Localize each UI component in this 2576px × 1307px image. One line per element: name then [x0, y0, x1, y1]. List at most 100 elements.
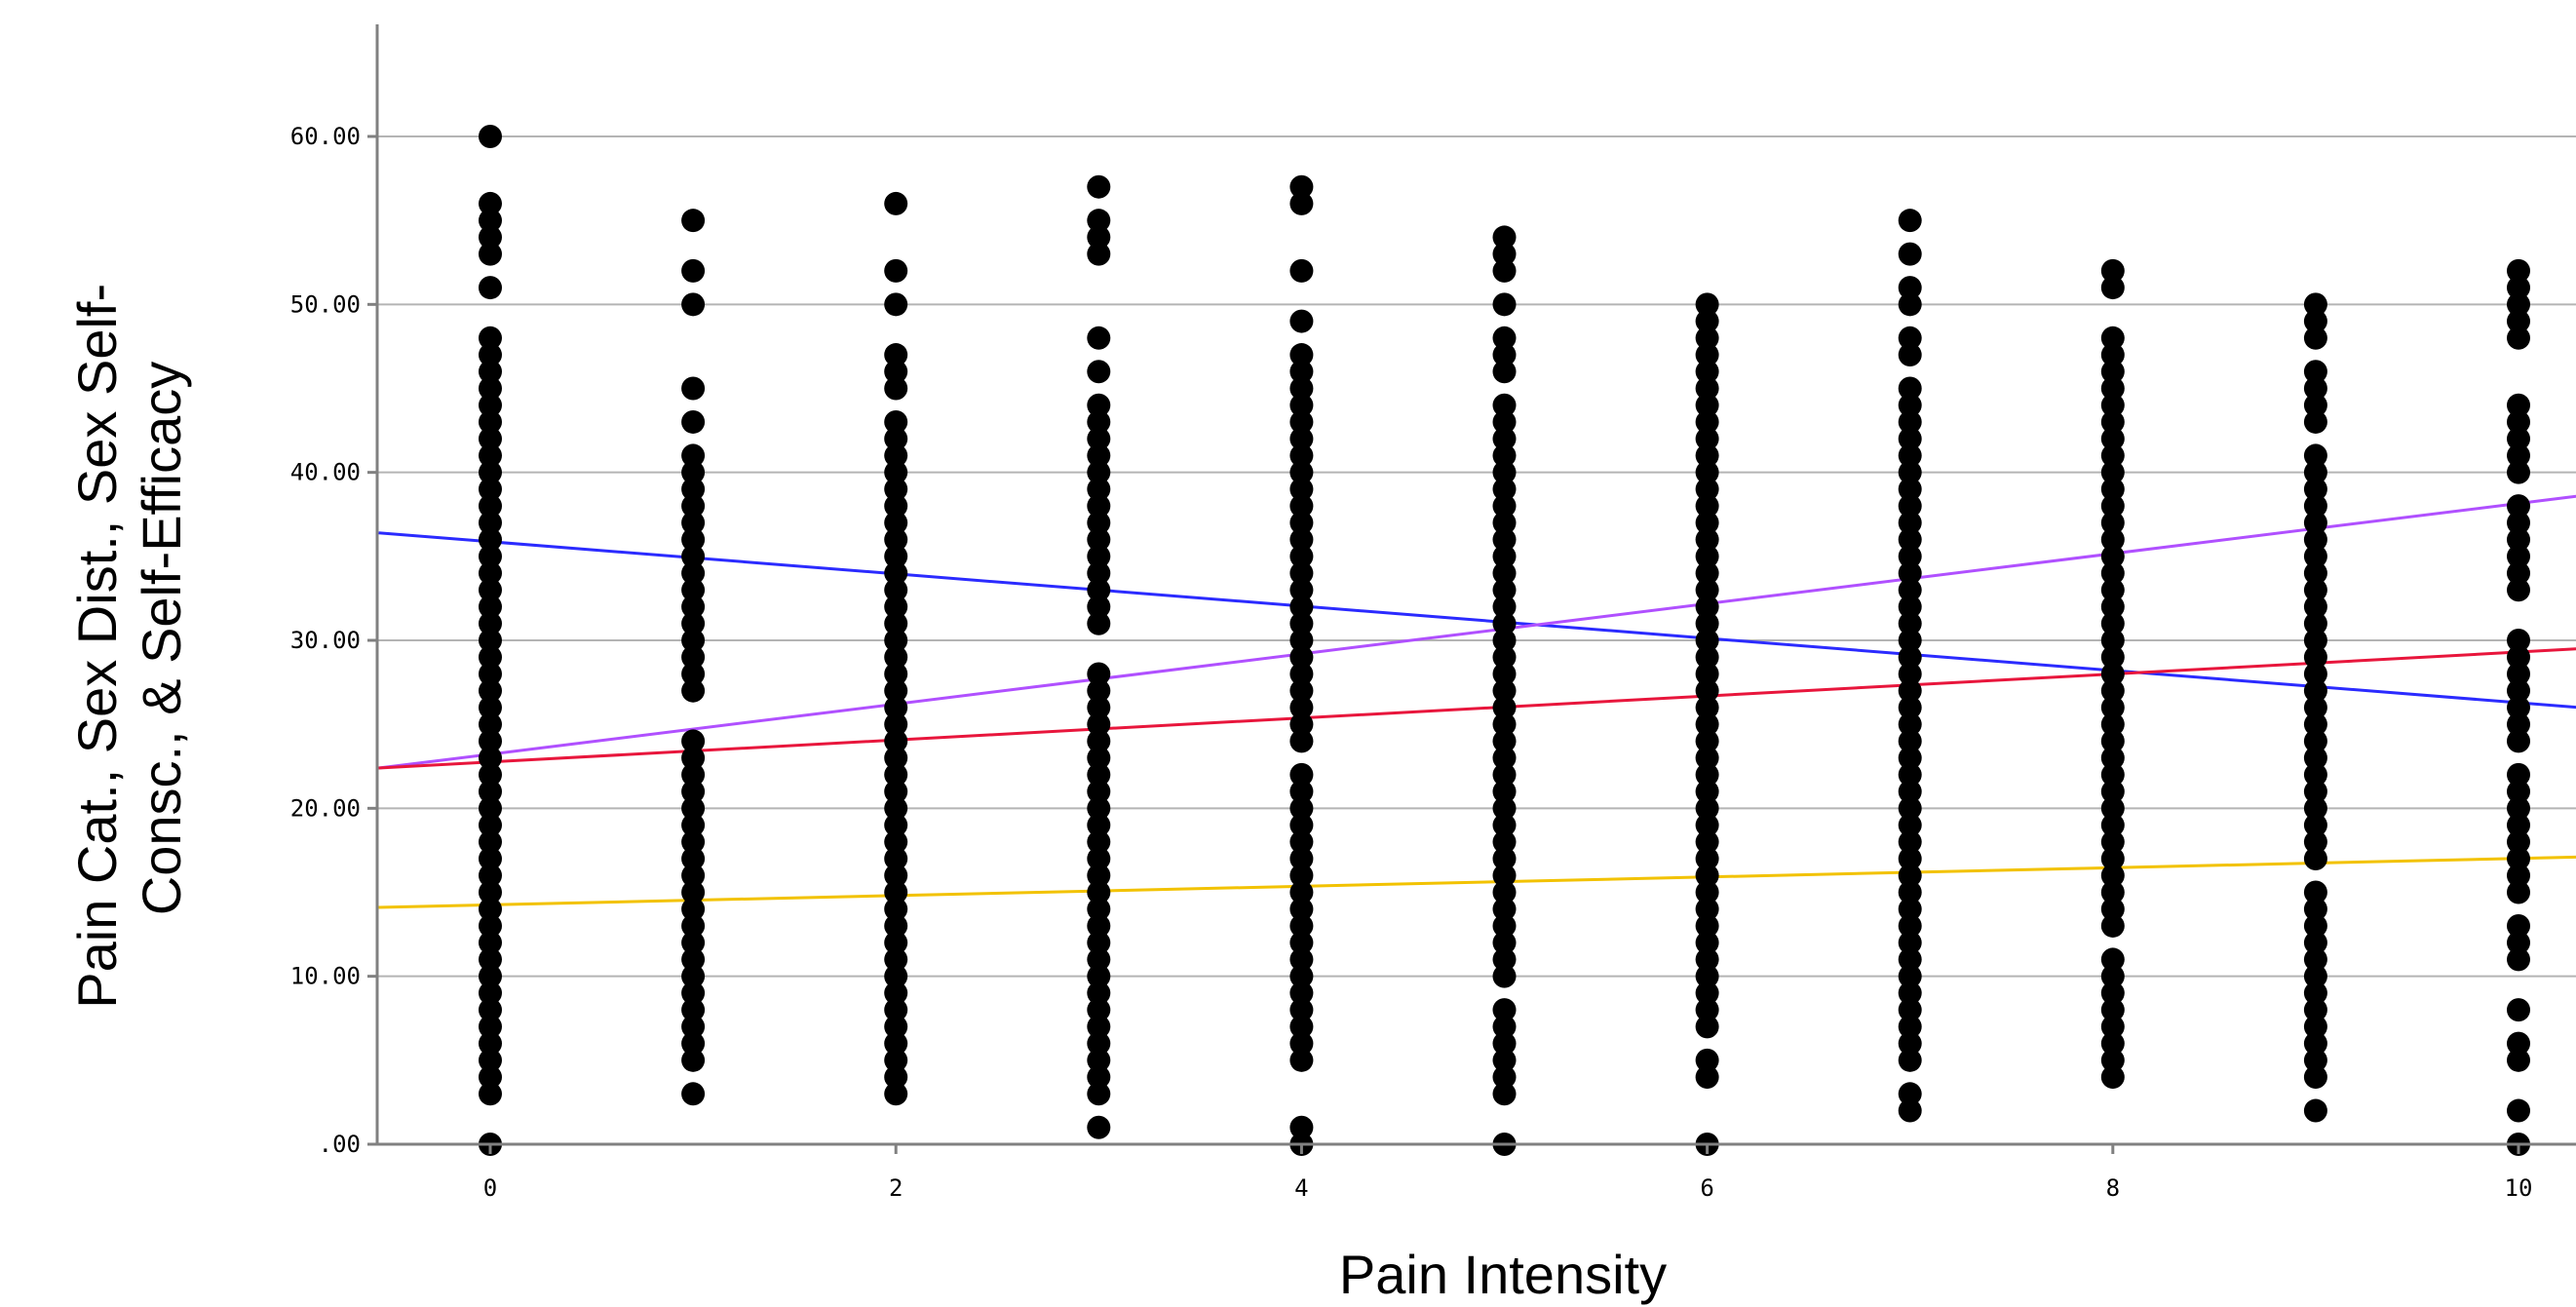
data-point: [1695, 645, 1719, 670]
data-point: [1289, 897, 1314, 921]
data-point: [681, 880, 706, 904]
data-point: [2507, 309, 2530, 333]
y-tick-label-3: 30.00: [290, 627, 361, 654]
data-point: [884, 611, 908, 635]
data-point: [681, 629, 706, 652]
data-point: [1898, 1082, 1922, 1106]
data-point: [2100, 712, 2125, 737]
data-point: [1695, 1065, 1719, 1090]
data-point: [681, 847, 706, 871]
data-point: [2507, 695, 2530, 719]
data-point: [2507, 813, 2530, 837]
data-point: [2507, 393, 2530, 417]
data-point: [1087, 880, 1111, 904]
data-point: [2100, 376, 2125, 401]
data-point: [1087, 544, 1111, 568]
data-point: [479, 1015, 502, 1039]
data-point: [1898, 460, 1922, 484]
data-point: [1898, 998, 1922, 1022]
data-point: [2100, 678, 2125, 703]
data-points: [479, 125, 2530, 1156]
data-point: [2100, 980, 2125, 1005]
data-point: [2303, 595, 2327, 619]
data-point: [2303, 796, 2327, 821]
data-point: [1695, 578, 1719, 602]
data-point: [2303, 376, 2327, 401]
data-point: [1898, 544, 1922, 568]
data-point: [2100, 695, 2125, 719]
data-point: [1087, 998, 1111, 1022]
data-point: [1087, 980, 1111, 1005]
data-point: [1695, 746, 1719, 770]
data-point: [2303, 762, 2327, 787]
data-point: [479, 393, 502, 417]
data-point: [479, 712, 502, 737]
data-point: [2100, 796, 2125, 821]
data-point: [1087, 864, 1111, 888]
data-point: [2507, 1048, 2530, 1072]
data-point: [1289, 443, 1314, 468]
y-tick-labels: .00 10.00 20.00 30.00 40.00 50.00 60.00: [290, 123, 361, 1158]
data-point: [2100, 746, 2125, 770]
data-point: [2303, 1031, 2327, 1056]
data-point: [681, 1082, 706, 1106]
data-point: [681, 662, 706, 686]
y-tick-label-5: 50.00: [290, 290, 361, 318]
data-point: [479, 242, 502, 266]
data-point: [2100, 1048, 2125, 1072]
data-point: [1087, 242, 1111, 266]
data-point: [1492, 258, 1517, 283]
data-point: [681, 964, 706, 988]
data-point: [1898, 796, 1922, 821]
y-tick-label-4: 40.00: [290, 459, 361, 486]
data-point: [479, 1048, 502, 1072]
data-point: [884, 847, 908, 871]
data-point: [1695, 527, 1719, 552]
data-point: [681, 477, 706, 501]
data-point: [681, 913, 706, 938]
data-point: [1087, 174, 1111, 199]
data-point: [1087, 729, 1111, 753]
data-point: [884, 191, 908, 215]
data-point: [1087, 527, 1111, 552]
data-point: [1087, 1065, 1111, 1090]
data-point: [2100, 847, 2125, 871]
data-point: [479, 360, 502, 384]
data-point: [1898, 494, 1922, 519]
data-point: [1695, 998, 1719, 1022]
data-point: [1289, 913, 1314, 938]
y-axis-title-line-2: Consc., & Self-Efficacy: [131, 362, 192, 916]
data-point: [1695, 813, 1719, 837]
data-point: [2507, 443, 2530, 468]
data-point: [1898, 980, 1922, 1005]
data-point: [1492, 1031, 1517, 1056]
data-point: [2507, 864, 2530, 888]
data-point: [1695, 964, 1719, 988]
data-point: [1695, 544, 1719, 568]
data-point: [2100, 645, 2125, 670]
data-point: [1898, 1098, 1922, 1123]
data-point: [1898, 326, 1922, 350]
data-point: [2507, 645, 2530, 670]
data-point: [1087, 595, 1111, 619]
data-point: [1087, 796, 1111, 821]
data-point: [884, 258, 908, 283]
data-point: [1492, 729, 1517, 753]
data-point: [479, 913, 502, 938]
data-point: [681, 511, 706, 535]
data-point: [1898, 209, 1922, 233]
data-point: [884, 947, 908, 972]
data-point: [479, 494, 502, 519]
data-point: [1492, 762, 1517, 787]
data-point: [1289, 880, 1314, 904]
data-point: [1695, 712, 1719, 737]
data-point: [2303, 780, 2327, 804]
data-point: [884, 746, 908, 770]
data-point: [1289, 360, 1314, 384]
x-tick-labels: 0 2 4 6 8 10: [483, 1174, 2533, 1202]
data-point: [1289, 729, 1314, 753]
data-point: [2507, 1031, 2530, 1056]
data-point: [681, 1015, 706, 1039]
data-point: [2303, 695, 2327, 719]
data-point: [479, 931, 502, 955]
